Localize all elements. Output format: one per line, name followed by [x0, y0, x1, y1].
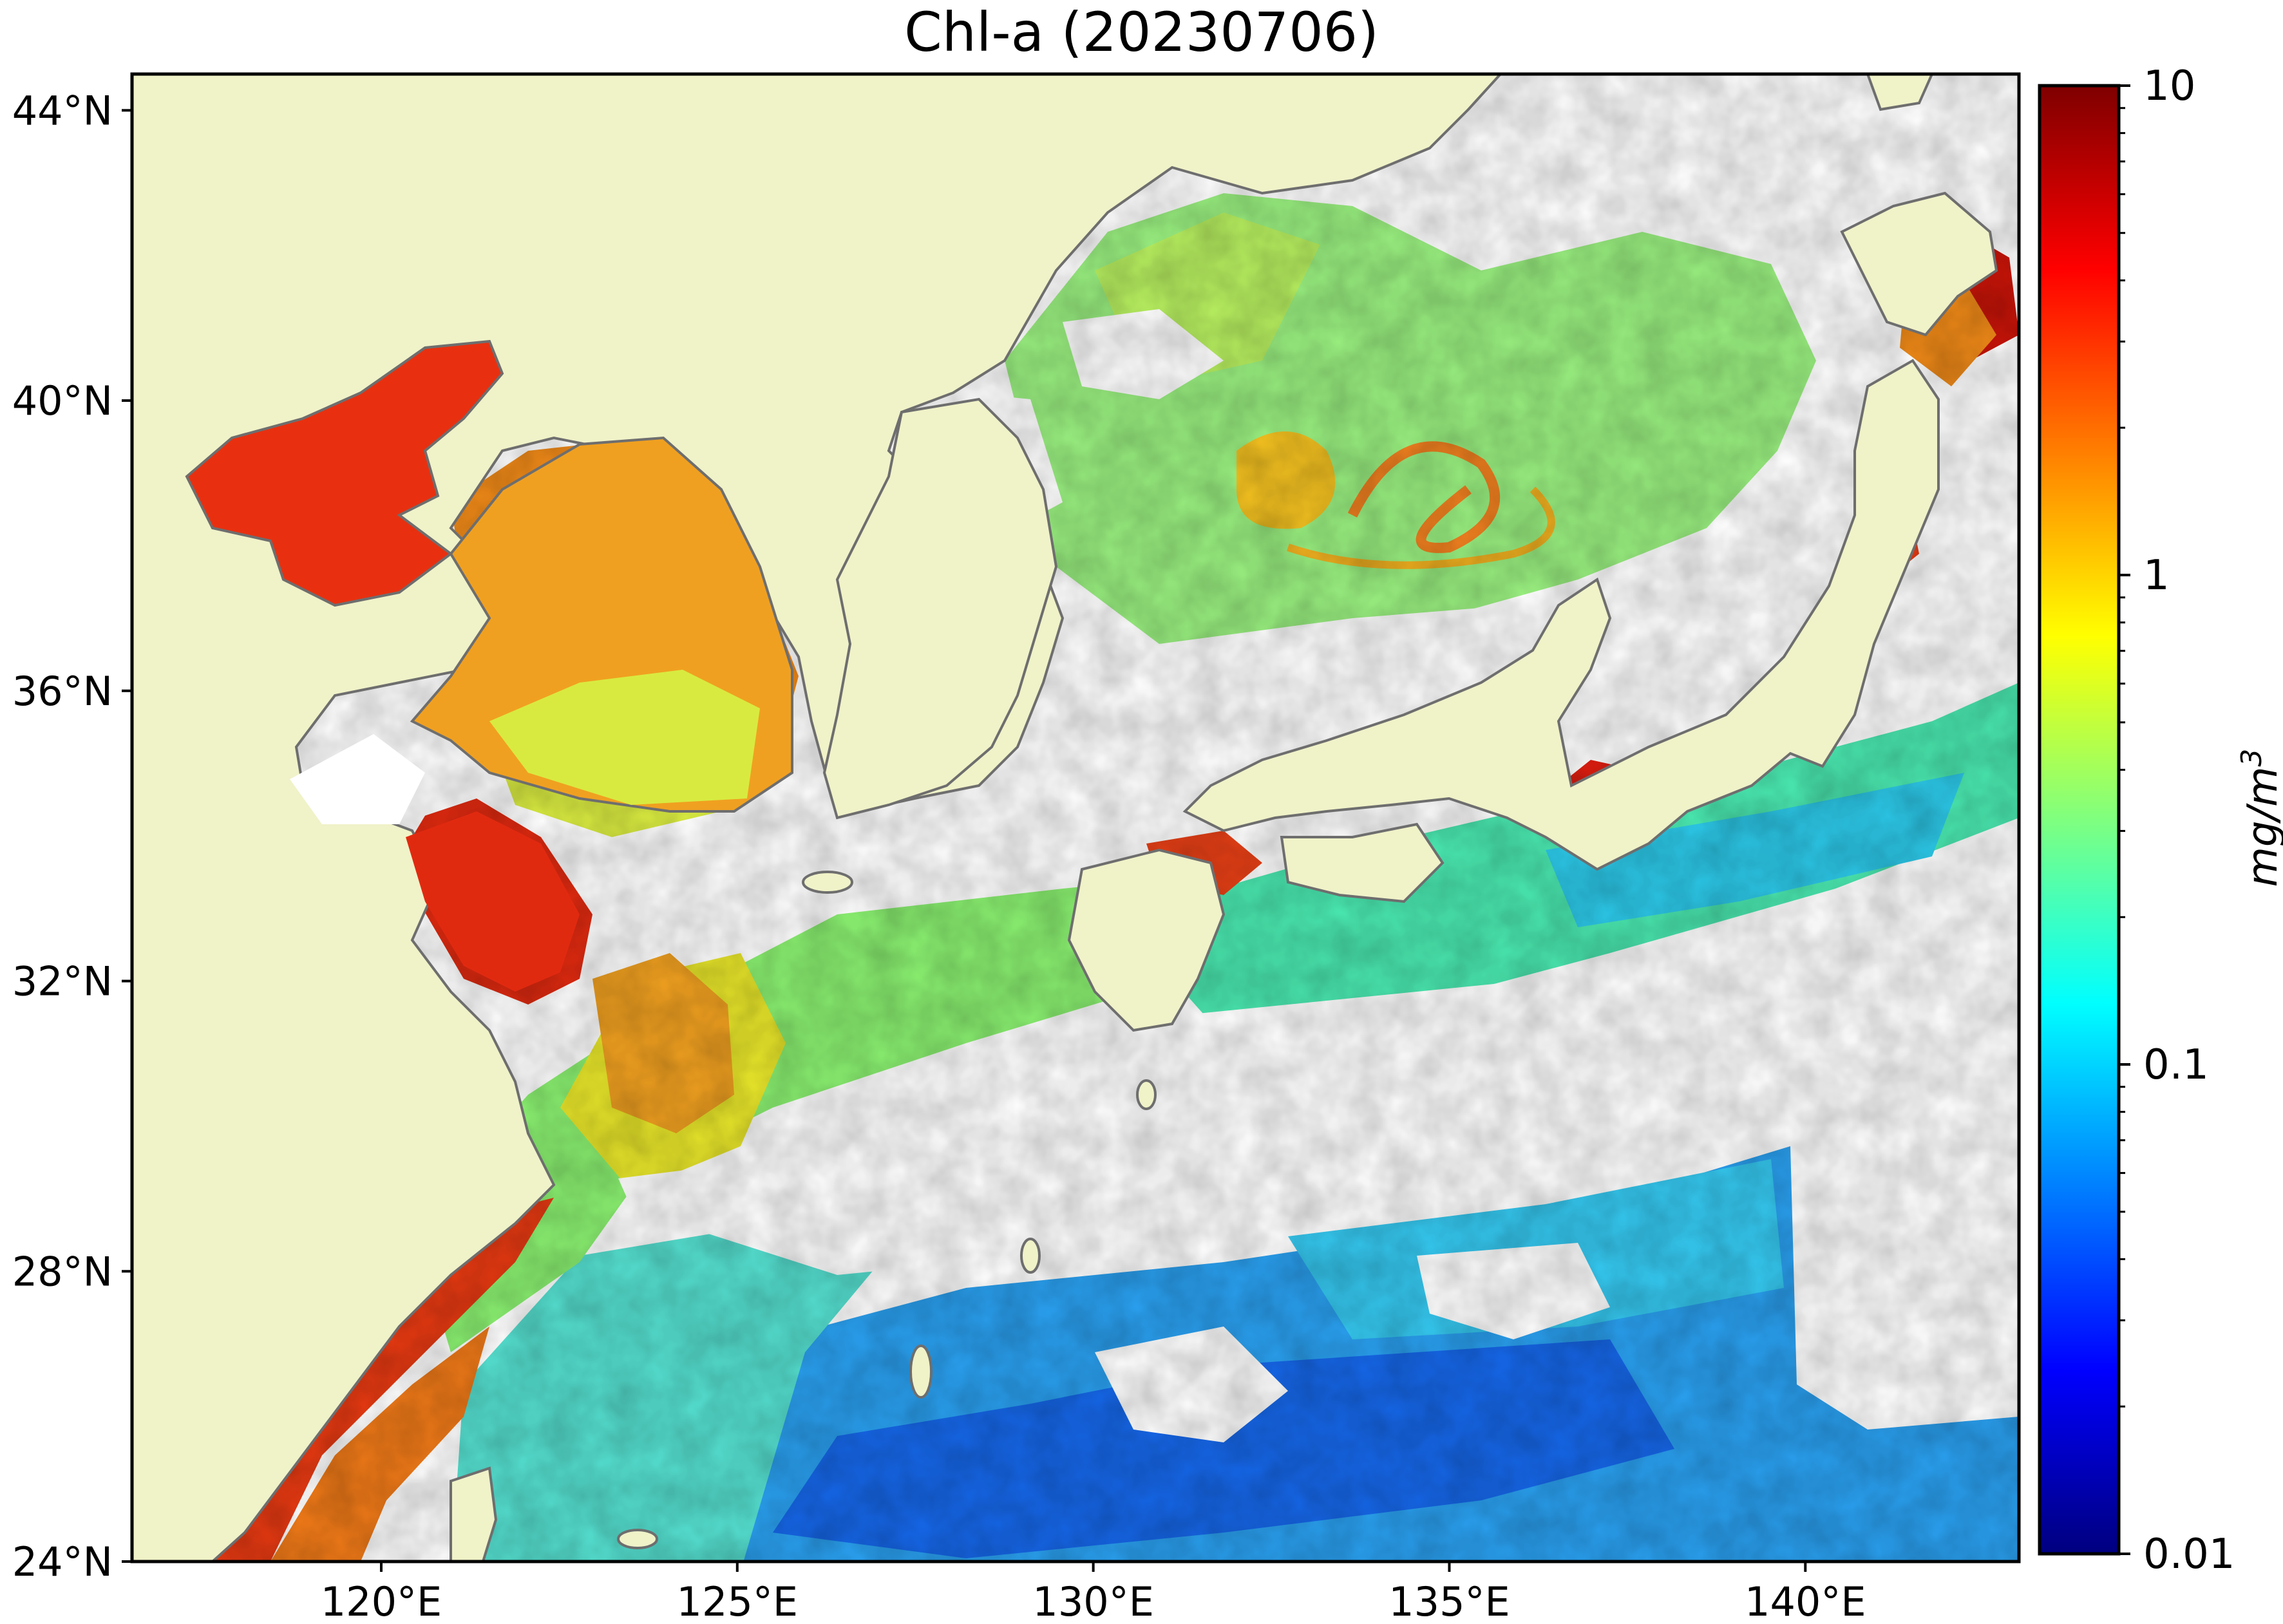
lon-tick-label: 125°E — [677, 1578, 799, 1624]
lat-tick-label: 32°N — [12, 958, 113, 1005]
kyushu-island — [1067, 848, 1226, 1032]
unit-superscript: 3 — [2235, 749, 2268, 767]
colorbar-tick-label: 1 — [2143, 552, 2170, 600]
sakhalin-island — [1866, 74, 1934, 111]
lat-tick-label: 44°N — [12, 87, 113, 134]
okinawa-island — [909, 1345, 933, 1399]
colorbar-unit-label: mg/m3 — [2235, 749, 2283, 887]
colorbar-tick-label: 0.1 — [2143, 1041, 2209, 1089]
asian-continent — [132, 74, 1502, 1562]
lon-tick-label: 135°E — [1388, 1578, 1510, 1624]
lon-tick-label: 140°E — [1745, 1578, 1866, 1624]
jeju-island — [802, 871, 853, 894]
land-masses — [132, 74, 1998, 1562]
map-panel[interactable] — [132, 74, 2019, 1571]
lat-tick-label: 40°N — [12, 377, 113, 424]
colorbar-gradient — [2038, 84, 2121, 1556]
marginal-seas — [185, 339, 793, 992]
hokkaido-island — [1840, 191, 1998, 337]
map-frame — [130, 72, 2021, 1563]
korean-peninsula — [822, 397, 1058, 820]
miyako-island — [617, 1529, 658, 1549]
colorbar-ticks: 10 1 0.1 0.01 — [2119, 62, 2235, 1578]
colorbar-tick-label: 0.01 — [2143, 1531, 2235, 1578]
taiwan-island — [450, 1466, 498, 1562]
shikoku-island — [1280, 822, 1445, 903]
lat-tick-label: 36°N — [12, 668, 113, 715]
honshu-island — [1182, 359, 1940, 871]
latitude-axis: 24°N 28°N 32°N 36°N 40°N 44°N — [12, 87, 132, 1585]
lon-tick-label: 130°E — [1032, 1578, 1154, 1624]
lon-tick-label: 120°E — [321, 1578, 442, 1624]
lat-tick-label: 28°N — [12, 1248, 113, 1295]
unit-base: mg/m — [2239, 767, 2283, 887]
colorbar-tick-label: 10 — [2143, 62, 2195, 110]
map-title: Chl-a (20230706) — [904, 1, 1379, 64]
amami-island — [1020, 1238, 1041, 1274]
lat-tick-label: 24°N — [12, 1538, 113, 1585]
yakushima-island — [1136, 1079, 1157, 1110]
longitude-axis: 120°E 125°E 130°E 135°E 140°E — [321, 1562, 1866, 1624]
colorbar: 10 1 0.1 0.01 mg/m3 — [2038, 62, 2283, 1578]
